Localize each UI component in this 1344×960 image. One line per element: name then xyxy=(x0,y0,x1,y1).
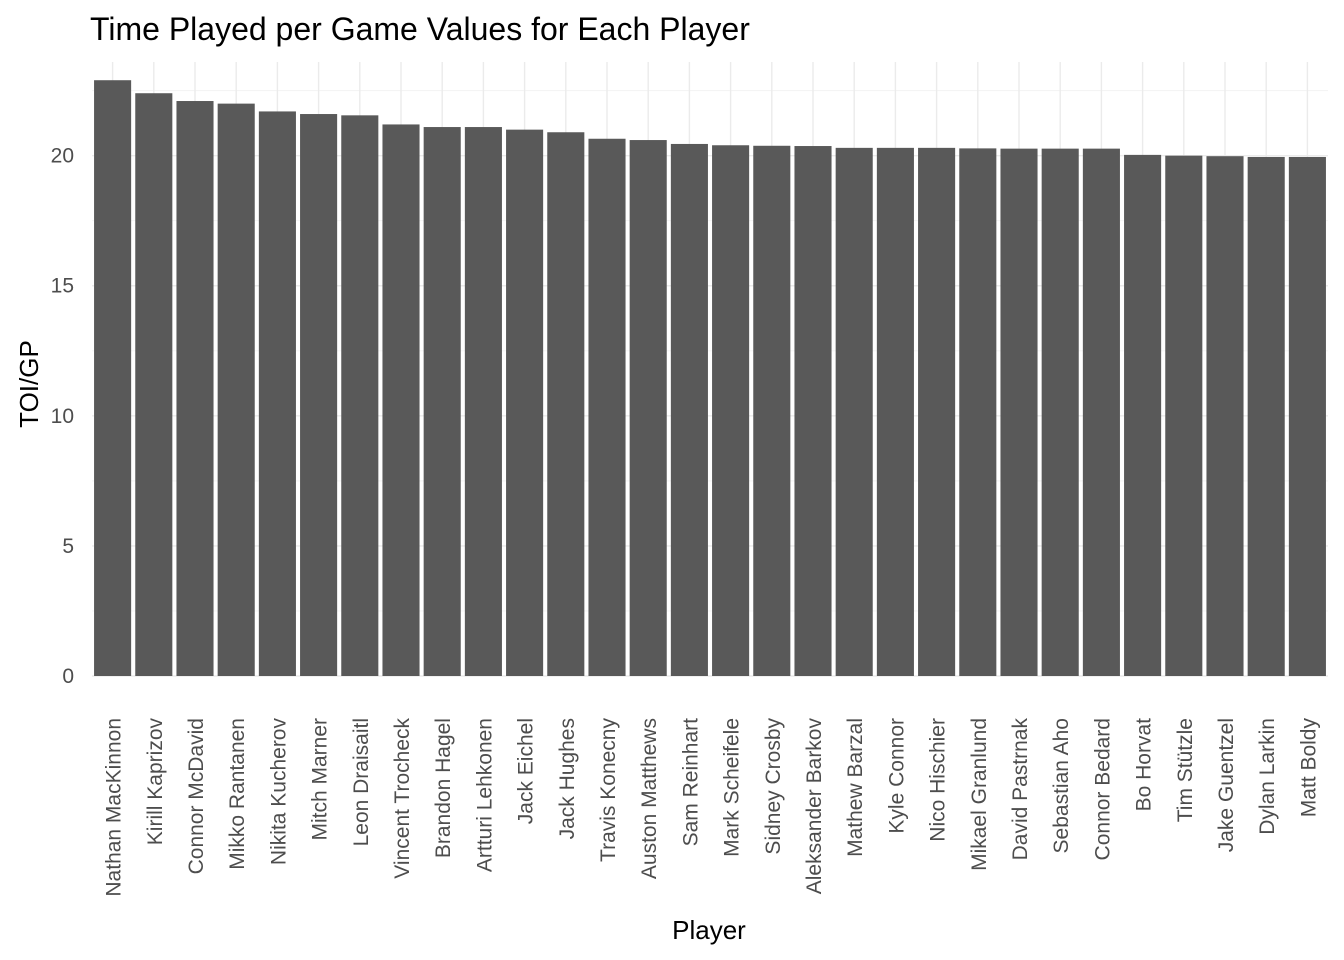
bar xyxy=(1288,156,1326,677)
bar xyxy=(876,147,914,676)
x-tick-label: Mathew Barzal xyxy=(844,718,867,857)
y-axis-ticks: 0 5 10 15 20 xyxy=(51,145,74,688)
x-axis-title: Player xyxy=(672,915,746,945)
bar xyxy=(712,145,750,676)
bar xyxy=(506,129,544,677)
bar xyxy=(382,124,420,677)
bar xyxy=(547,132,585,677)
x-tick-label: Connor Bedard xyxy=(1091,718,1114,860)
bars xyxy=(94,80,1326,677)
bar xyxy=(217,103,255,676)
x-tick-label: Brandon Hagel xyxy=(432,718,455,858)
x-tick-label: Mikko Rantanen xyxy=(226,718,249,870)
bar xyxy=(1247,156,1285,677)
x-tick-label: Auston Matthews xyxy=(638,718,661,879)
y-tick-label: 10 xyxy=(51,405,74,428)
bar xyxy=(341,115,379,677)
bar xyxy=(794,146,832,677)
bar xyxy=(918,147,956,676)
bar xyxy=(300,114,338,677)
bar xyxy=(1124,154,1162,677)
x-tick-label: Nikita Kucherov xyxy=(267,718,290,866)
bar xyxy=(835,147,873,676)
x-tick-label: Aleksander Barkov xyxy=(803,718,826,895)
y-tick-label: 15 xyxy=(51,275,74,298)
x-tick-label: Sidney Crosby xyxy=(762,718,785,855)
x-tick-label: Nathan MacKinnon xyxy=(103,718,126,897)
bar xyxy=(1165,155,1203,676)
x-tick-label: Matt Boldy xyxy=(1297,718,1320,818)
x-tick-label: Bo Horvat xyxy=(1133,718,1156,812)
x-tick-label: Artturi Lehkonen xyxy=(473,718,496,872)
bar xyxy=(1206,156,1244,677)
bar xyxy=(670,143,708,677)
x-tick-label: Jake Guentzel xyxy=(1215,718,1238,852)
x-axis-ticks: Nathan MacKinnon Kirill Kaprizov Connor Mc… xyxy=(103,718,1321,897)
bar xyxy=(1041,148,1079,676)
x-tick-label: David Pastrnak xyxy=(1009,718,1032,861)
x-tick-label: Mikael Granlund xyxy=(968,718,991,871)
x-tick-label: Jack Hughes xyxy=(556,718,579,839)
x-tick-label: Travis Konecny xyxy=(597,718,620,862)
x-tick-label: Mitch Marner xyxy=(309,718,332,841)
x-tick-label: Dylan Larkin xyxy=(1256,718,1279,835)
bar xyxy=(1082,148,1120,676)
x-tick-label: Kirill Kaprizov xyxy=(144,718,167,846)
bar xyxy=(753,145,791,676)
bar xyxy=(258,111,296,677)
bar xyxy=(629,140,667,676)
bar xyxy=(135,93,173,676)
x-tick-label: Sam Reinhart xyxy=(679,718,702,847)
bar xyxy=(94,80,132,677)
x-tick-label: Sebastian Aho xyxy=(1050,718,1073,853)
bar xyxy=(423,127,461,677)
bar xyxy=(1000,148,1038,676)
y-axis-title: TOI/GP xyxy=(14,340,44,428)
x-tick-label: Leon Draisaitl xyxy=(350,718,373,846)
y-tick-label: 0 xyxy=(62,665,74,688)
y-tick-label: 5 xyxy=(62,535,74,558)
bar xyxy=(959,148,997,676)
x-tick-label: Connor McDavid xyxy=(185,718,208,874)
x-tick-label: Mark Scheifele xyxy=(721,718,744,857)
x-tick-label: Tim Stützle xyxy=(1174,718,1197,822)
x-tick-label: Vincent Trocheck xyxy=(391,718,414,879)
bar xyxy=(464,127,502,677)
bar xyxy=(176,101,214,677)
chart-title: Time Played per Game Values for Each Pla… xyxy=(90,11,750,47)
y-tick-label: 20 xyxy=(51,145,74,168)
x-tick-label: Nico Hischier xyxy=(927,718,950,842)
bar xyxy=(588,138,626,676)
x-tick-label: Jack Eichel xyxy=(515,718,538,824)
x-tick-label: Kyle Connor xyxy=(885,718,908,834)
